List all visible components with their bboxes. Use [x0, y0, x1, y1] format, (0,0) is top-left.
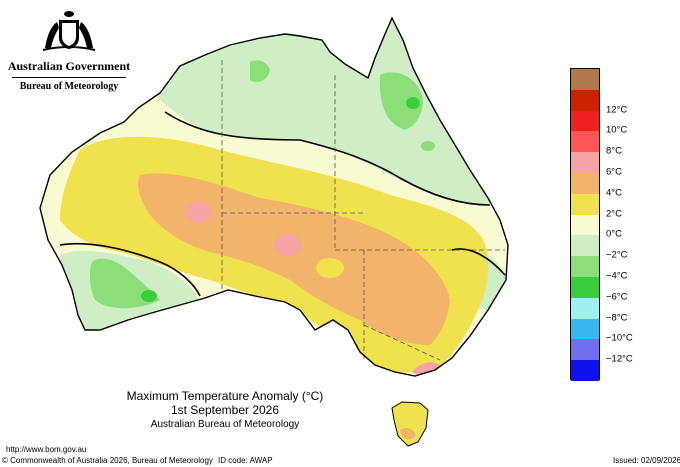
coat-of-arms-icon [42, 11, 96, 51]
bureau-title: Bureau of Meteorology [19, 81, 119, 92]
legend-swatch [571, 276, 599, 298]
map-source: Australian Bureau of Meteorology [150, 419, 300, 430]
legend-label: −12°C [606, 353, 633, 365]
government-logo: Australian Government Bureau of Meteorol… [6, 8, 132, 92]
legend-swatch [571, 131, 599, 153]
issued-date: Issued: 02/09/2026 [613, 456, 680, 465]
legend-swatch [571, 152, 599, 173]
legend-swatch [571, 193, 599, 215]
footer-bar: © Commonwealth of Australia 2026, Bureau… [0, 456, 680, 467]
map-title: Maximum Temperature Anomaly (°C) [126, 389, 324, 403]
legend-label: 2°C [606, 208, 622, 220]
government-title: Australian Government [7, 59, 131, 73]
map-date: 1st September 2026 [170, 403, 280, 417]
legend-label: 10°C [606, 124, 628, 136]
id-code: ID code: AWAP [218, 456, 273, 465]
legend-swatch [571, 69, 599, 90]
legend-swatch [571, 214, 599, 236]
legend-swatch [571, 89, 599, 111]
legend-label: −10°C [606, 332, 633, 344]
zero-contour [59, 111, 506, 297]
legend-label: 8°C [606, 145, 622, 157]
legend-label: 4°C [606, 187, 622, 199]
legend-label: −2°C [606, 249, 628, 261]
website-link[interactable]: http://www.bom.gov.au [6, 445, 87, 454]
legend-swatch [571, 339, 599, 361]
legend-label: −6°C [606, 291, 628, 303]
map-title-block: Maximum Temperature Anomaly (°C) 1st Sep… [100, 389, 350, 431]
legend-label: 12°C [606, 104, 628, 116]
copyright-text: © Commonwealth of Australia 2026, Bureau… [2, 456, 213, 465]
legend-swatch [571, 235, 599, 257]
legend-swatch [571, 297, 599, 319]
legend-label: −4°C [606, 270, 628, 282]
state-borders [221, 60, 505, 361]
tasmania [391, 401, 429, 447]
legend-label: −8°C [606, 312, 628, 324]
legend-label: 6°C [606, 166, 622, 178]
color-legend [570, 68, 600, 381]
coastline [39, 16, 509, 377]
legend-label: 0°C [606, 228, 622, 240]
legend-swatch [571, 318, 599, 340]
legend-swatch [571, 256, 599, 277]
legend-swatch [571, 172, 599, 194]
legend-swatch [571, 360, 599, 381]
logo-divider [12, 77, 126, 78]
legend-swatch [571, 110, 599, 132]
